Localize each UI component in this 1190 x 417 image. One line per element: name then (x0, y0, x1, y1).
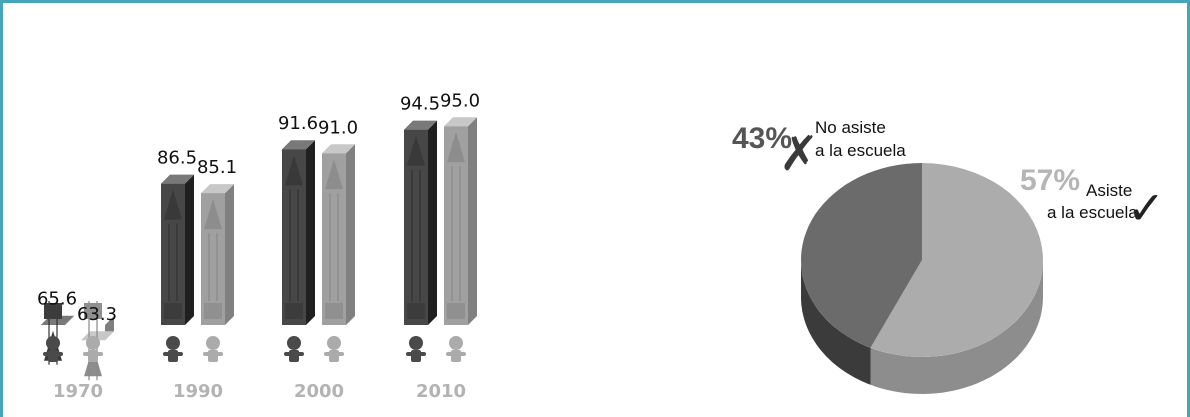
non-student-figure-icon (446, 336, 466, 362)
figure-arms (163, 352, 183, 356)
bar-side-face (185, 174, 194, 325)
bar-side-face (306, 140, 315, 325)
figure-head (86, 336, 100, 350)
bar-value-label: 95.0 (440, 90, 480, 111)
non-student-figure-icon (324, 336, 344, 362)
pencil-bar-chart: 65.663.3 1970 86.5 85.1 1990 91.6 91.0 2000 94.5… (37, 90, 480, 402)
figure-head (287, 336, 301, 350)
figure-arms (43, 352, 63, 356)
pencil-tip-icon (447, 132, 465, 163)
pencil-bar (322, 144, 355, 325)
category-label: 2010 (416, 381, 466, 402)
pencil-tip-icon (325, 159, 343, 190)
figure-arms (446, 352, 466, 356)
slice-label-line2: a la escuela (1047, 203, 1138, 222)
pencil-eraser-band (407, 303, 425, 319)
slice-label-line2: a la escuela (815, 141, 906, 160)
pencil-bar (282, 140, 315, 325)
bar-value-label: 65.6 (37, 289, 77, 310)
bar-side-face (428, 120, 437, 325)
student-figure-icon (406, 336, 426, 362)
figure-arms (83, 352, 103, 356)
category-label: 2000 (294, 381, 344, 402)
pencil-eraser-band (204, 303, 222, 319)
slice-label-line1: No asiste (815, 118, 886, 137)
pencil-tip-icon (204, 199, 222, 230)
bar-top-face (404, 120, 437, 130)
pencil-bar (161, 174, 194, 325)
bar-top-face (282, 140, 315, 150)
slice-pct-label: 43% (732, 122, 792, 155)
pencil-eraser-band (285, 303, 303, 319)
figure-arms (324, 352, 344, 356)
check-mark-icon: ✓ (1127, 181, 1166, 235)
figure-arms (284, 352, 304, 356)
student-figure-icon (163, 336, 183, 362)
figure-head (327, 336, 341, 350)
pie-slice-side (801, 260, 871, 385)
bar-top-face (201, 184, 234, 194)
pencil-bar (404, 120, 437, 325)
non-student-figure-icon (83, 336, 103, 362)
student-figure-icon (284, 336, 304, 362)
bar-top-face (444, 117, 477, 127)
student-figure-icon (43, 336, 63, 362)
pie-slice-side (870, 260, 1043, 394)
figure-arms (406, 352, 426, 356)
pencil-tip-icon (164, 189, 182, 220)
category-label: 1990 (173, 381, 223, 402)
pie-chart: 43% ✗ No asiste a la escuela 57% Asiste … (732, 118, 1165, 394)
pencil-eraser-band (164, 303, 182, 319)
pencil-eraser-band (44, 303, 62, 319)
pencil-bar (201, 184, 234, 325)
pencil-tip-icon (285, 155, 303, 186)
figure-arms (203, 352, 223, 356)
slice-pct-label: 57% (1020, 164, 1080, 197)
pencil-eraser-band (325, 303, 343, 319)
bar-side-face (468, 117, 477, 325)
pie-slice-attends (870, 163, 1043, 357)
bar-value-label: 91.6 (278, 113, 318, 134)
figure-head (46, 336, 60, 350)
bar-side-face (346, 144, 355, 325)
bar-value-label: 94.5 (400, 94, 440, 115)
figure-head (206, 336, 220, 350)
figure-head (449, 336, 463, 350)
slice-label-line1: Asiste (1086, 181, 1132, 200)
figure-head (409, 336, 423, 350)
bar-value-label: 91.0 (318, 117, 358, 138)
non-student-figure-icon (203, 336, 223, 362)
bar-value-label: 63.3 (77, 304, 117, 325)
pie-slice-not-attends (801, 163, 922, 348)
bar-top-face (322, 144, 355, 154)
bar-top-face (161, 174, 194, 184)
cross-mark-icon: ✗ (779, 126, 819, 182)
bar-value-label: 86.5 (157, 148, 197, 169)
bar-side-face (225, 184, 234, 325)
pencil-eraser-band (447, 303, 465, 319)
bar-value-label: 85.1 (197, 157, 237, 178)
pencil-eraser-band (84, 303, 102, 319)
bar-side-face (65, 315, 74, 325)
pencil-tip-icon (407, 135, 425, 166)
pencil-bar (444, 117, 477, 325)
category-label: 1970 (53, 381, 103, 402)
figure-head (166, 336, 180, 350)
